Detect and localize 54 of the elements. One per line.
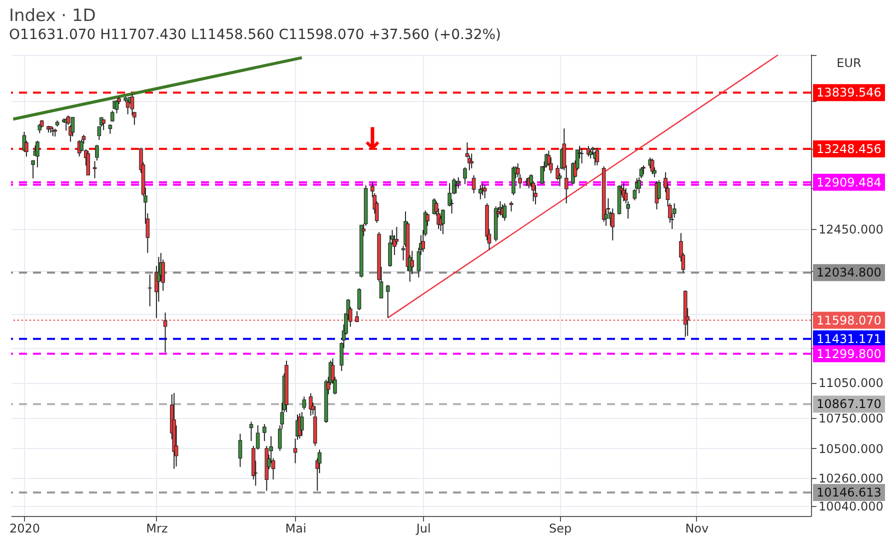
- candlestick: [482, 184, 487, 199]
- candlestick: [238, 433, 242, 468]
- candlestick: [108, 124, 112, 134]
- candlestick: [38, 123, 42, 134]
- x-tick-label: 2020: [9, 522, 40, 536]
- ref-line-label: 11431.171: [816, 332, 882, 346]
- candlestick: [302, 396, 306, 410]
- ref-line-label: 10146.613: [816, 485, 882, 500]
- y-tick-label: 10040.000: [818, 500, 884, 514]
- chart-title: Index · 1D: [8, 6, 96, 26]
- candlestick: [470, 153, 474, 169]
- y-tick-label: 10260.000: [818, 472, 884, 486]
- candlestick: [595, 147, 600, 166]
- candlestick: [31, 160, 35, 179]
- candlestick: [36, 140, 40, 168]
- ref-line-label: 10867.170: [816, 397, 882, 412]
- x-tick-label: Mrz: [146, 522, 168, 536]
- ref-line-label: 12034.800: [816, 266, 882, 280]
- x-tick-label: Sep: [548, 522, 572, 536]
- candlestick: [86, 150, 90, 176]
- ref-line-label: 11598.070: [816, 313, 882, 328]
- candlestick: [610, 208, 615, 241]
- candlestick: [540, 166, 544, 185]
- candlestick: [148, 274, 152, 307]
- x-tick-label: Mai: [285, 522, 306, 536]
- candlestick: [386, 284, 390, 318]
- candlestick: [463, 166, 467, 185]
- x-tick-label: Nov: [685, 522, 709, 536]
- candlestick: [95, 144, 99, 162]
- ref-line-label: 11299.800: [816, 346, 882, 361]
- text: EUR: [836, 56, 862, 70]
- candlestick: [534, 184, 538, 205]
- annotation: ↓: [360, 122, 386, 157]
- ref-line-label: 13839.546: [816, 86, 882, 100]
- candlestick: [580, 148, 584, 164]
- ref-line-label: 13248.456: [816, 142, 882, 156]
- x-tick-label: Jul: [415, 522, 431, 536]
- candlestick: [502, 202, 507, 222]
- candlestick: [163, 312, 168, 354]
- y-tick-label: 10750.000: [818, 412, 884, 426]
- candlestick: [249, 421, 254, 442]
- y-tick-label: 11050.000: [818, 376, 884, 390]
- candlestick: [357, 288, 362, 311]
- candlestick: [126, 99, 130, 115]
- candlestick: [355, 310, 359, 323]
- y-tick-label: 10500.000: [818, 442, 884, 456]
- chart-subtitle: O11631.070 H11707.430 L11458.560 C11598.070 +37.560 (+0.32%): [8, 26, 502, 43]
- candlestick: [262, 424, 266, 442]
- candlestick: [300, 412, 304, 437]
- candlestick: [92, 160, 97, 179]
- ref-line-label: 12909.484: [816, 175, 882, 190]
- candlestick: [509, 200, 514, 212]
- y-tick-label: 12450.000: [818, 222, 884, 236]
- candlestick: [472, 174, 476, 194]
